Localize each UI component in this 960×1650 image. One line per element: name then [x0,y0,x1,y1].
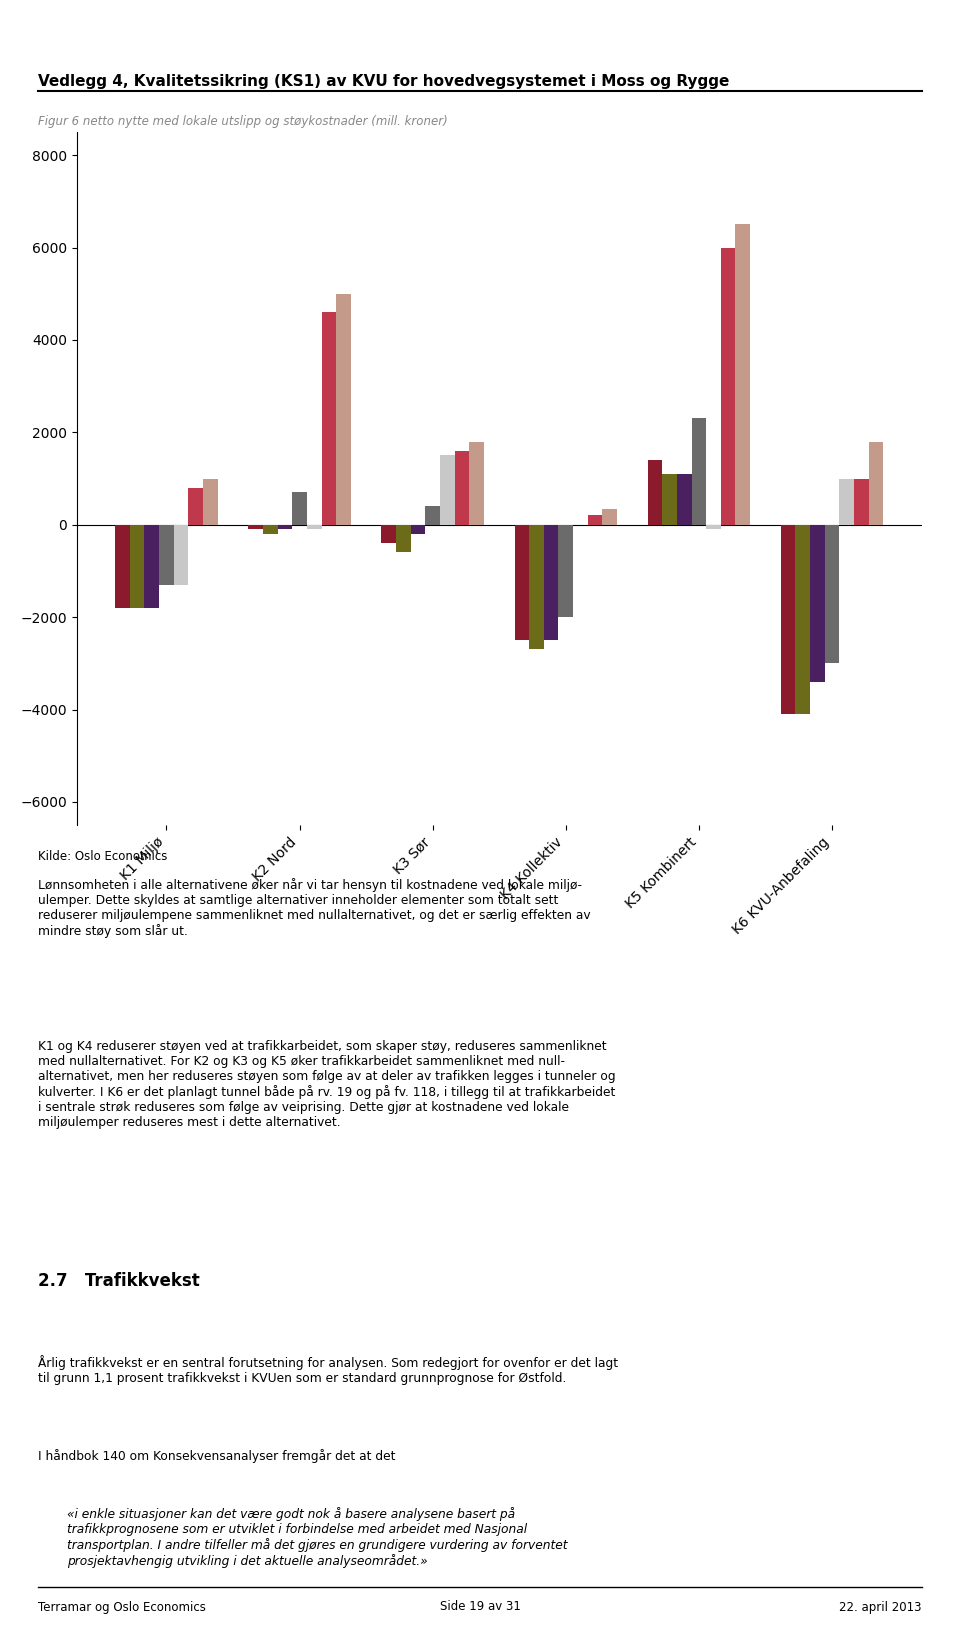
Bar [795,525,810,714]
Text: Figur 6 netto nytte med lokale utslipp og støykostnader (mill. kroner): Figur 6 netto nytte med lokale utslipp o… [38,116,448,129]
Bar [602,508,617,525]
Bar [188,488,204,525]
Bar [839,478,853,525]
Bar [336,294,350,525]
Bar [381,525,396,543]
Bar [707,525,721,530]
Bar [677,474,691,525]
Text: «i enkle situasjoner kan det være godt nok å basere analysene basert på
trafikkp: «i enkle situasjoner kan det være godt n… [67,1506,567,1569]
Bar [721,248,735,525]
Text: I håndbok 140 om Konsekvensanalyser fremgår det at det: I håndbok 140 om Konsekvensanalyser frem… [38,1449,396,1462]
Bar [130,525,145,607]
Bar [662,474,677,525]
Bar [780,525,795,714]
Bar [515,525,529,640]
Bar [322,312,336,525]
Text: K1 og K4 reduserer støyen ved at trafikkarbeidet, som skaper støy, reduseres sam: K1 og K4 reduserer støyen ved at trafikk… [38,1041,616,1130]
Text: 2.7   Trafikkvekst: 2.7 Trafikkvekst [38,1272,200,1290]
Text: Kilde: Oslo Economics: Kilde: Oslo Economics [38,850,168,863]
Bar [292,492,307,525]
Bar [277,525,292,530]
Bar [588,515,602,525]
Bar [115,525,130,607]
Bar [411,525,425,535]
Text: Lønnsomheten i alle alternativene øker når vi tar hensyn til kostnadene ved loka: Lønnsomheten i alle alternativene øker n… [38,878,591,937]
Bar [529,525,543,650]
Bar [735,224,750,525]
Bar [396,525,411,553]
Bar [145,525,159,607]
Text: 22. april 2013: 22. april 2013 [839,1600,922,1614]
Bar [869,442,883,525]
Text: Side 19 av 31: Side 19 av 31 [440,1600,520,1614]
Bar [648,460,662,525]
Bar [159,525,174,584]
Bar [543,525,559,640]
Bar [249,525,263,530]
Bar [263,525,277,535]
Bar [469,442,484,525]
Bar [853,478,869,525]
Bar [691,419,707,525]
Text: Årlig trafikkvekst er en sentral forutsetning for analysen. Som redegjort for ov: Årlig trafikkvekst er en sentral forutse… [38,1355,618,1386]
Text: Vedlegg 4, Kvalitetssikring (KS1) av KVU for hovedvegsystemet i Moss og Rygge: Vedlegg 4, Kvalitetssikring (KS1) av KVU… [38,74,730,89]
Text: Terramar og Oslo Economics: Terramar og Oslo Economics [38,1600,206,1614]
Bar [810,525,825,681]
Bar [174,525,188,584]
Bar [425,507,440,525]
Bar [307,525,322,530]
Bar [440,455,455,525]
Bar [204,478,218,525]
Bar [825,525,839,663]
Bar [559,525,573,617]
Bar [455,450,469,525]
